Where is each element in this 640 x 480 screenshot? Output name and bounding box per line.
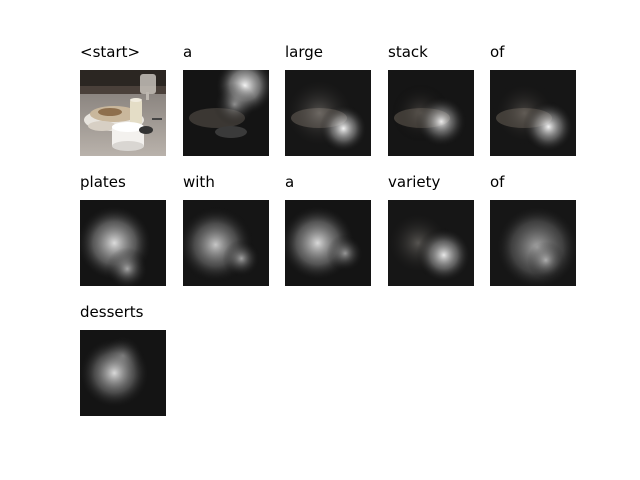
token-word: <start> <box>80 43 141 61</box>
token-word: variety <box>388 173 441 191</box>
attention-map-thumbnail <box>285 70 371 156</box>
token-word: a <box>183 43 193 61</box>
token-word: a <box>285 173 295 191</box>
token-word: with <box>183 173 215 191</box>
attention-map-thumbnail <box>80 200 166 286</box>
attention-map-thumbnail <box>490 70 576 156</box>
attention-map-thumbnail <box>183 70 269 156</box>
attention-map-thumbnail <box>388 70 474 156</box>
token-word: large <box>285 43 324 61</box>
token-word: plates <box>80 173 126 191</box>
token-word: of <box>490 173 505 191</box>
attention-map-thumbnail <box>388 200 474 286</box>
attention-map-thumbnail <box>183 200 269 286</box>
attention-map-thumbnail <box>285 200 371 286</box>
attention-map-thumbnail <box>80 330 166 416</box>
attention-map-thumbnail <box>490 200 576 286</box>
token-word: of <box>490 43 505 61</box>
token-word: stack <box>388 43 428 61</box>
original-photo-thumbnail <box>80 70 166 156</box>
token-word: desserts <box>80 303 144 321</box>
